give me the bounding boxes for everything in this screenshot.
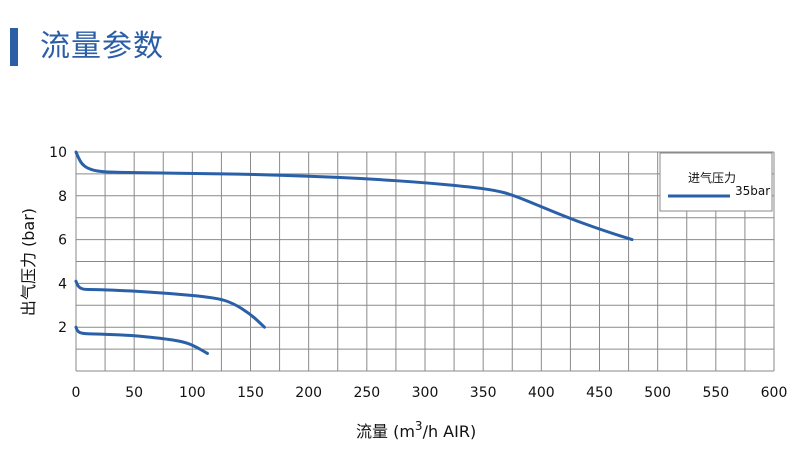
page-title: 流量参数: [40, 29, 164, 64]
x-axis-label-superscript: 3: [415, 419, 423, 433]
y-tick-label: 10: [49, 145, 67, 161]
legend-box: [659, 152, 773, 212]
y-tick-label: 8: [58, 189, 67, 205]
x-tick-label: 600: [761, 385, 788, 401]
x-tick-label: 250: [353, 385, 380, 401]
x-tick-label: 400: [528, 385, 555, 401]
x-tick-label: 150: [237, 385, 264, 401]
y-tick-label: 4: [58, 276, 67, 292]
series-line-2: [74, 279, 266, 329]
x-tick-label: 200: [295, 385, 322, 401]
x-tick-label: 300: [412, 385, 439, 401]
y-tick-label: 2: [58, 320, 67, 336]
series-line-1: [74, 150, 634, 242]
y-tick-labels: 2 4 6 8 10: [49, 145, 67, 336]
title-accent-bar: [10, 28, 18, 66]
x-tick-label: 550: [702, 385, 729, 401]
x-tick-label: 0: [72, 385, 81, 401]
legend-label-35bar: 35bar: [735, 184, 770, 198]
x-axis-label-tail: /h AIR): [423, 422, 477, 441]
x-tick-label: 100: [179, 385, 206, 401]
x-tick-label: 500: [644, 385, 671, 401]
x-tick-label: 350: [470, 385, 497, 401]
series-lines: [74, 150, 634, 355]
legend-title: 进气压力: [688, 170, 736, 185]
x-tick-label: 50: [125, 385, 143, 401]
y-tick-label: 6: [58, 233, 67, 249]
series-line-3: [74, 325, 209, 355]
x-axis-label-main: 流量 (m: [356, 422, 415, 441]
x-tick-labels: 0 50 100 150 200 250 300 350 400 450 500 550 600: [72, 385, 788, 401]
x-axis-label: 流量 (m3/h AIR): [356, 419, 476, 441]
x-tick-label: 450: [586, 385, 613, 401]
legend: 进气压力 35bar: [659, 152, 773, 212]
y-axis-label: 出气压力 (bar): [19, 208, 38, 316]
